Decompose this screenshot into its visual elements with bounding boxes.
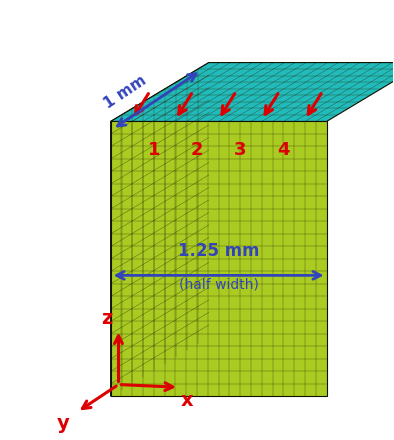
- Text: 1: 1: [148, 141, 160, 159]
- Text: 1.25 mm: 1.25 mm: [178, 242, 259, 260]
- Text: 4: 4: [277, 141, 290, 159]
- Polygon shape: [111, 121, 327, 396]
- Text: 2: 2: [191, 141, 203, 159]
- Text: 1 mm: 1 mm: [101, 73, 149, 111]
- Text: y: y: [57, 414, 70, 433]
- Text: z: z: [101, 308, 112, 328]
- Polygon shape: [111, 62, 394, 121]
- Text: x: x: [180, 391, 193, 410]
- Text: (half width): (half width): [178, 277, 258, 291]
- Text: 3: 3: [234, 141, 246, 159]
- Polygon shape: [111, 62, 209, 396]
